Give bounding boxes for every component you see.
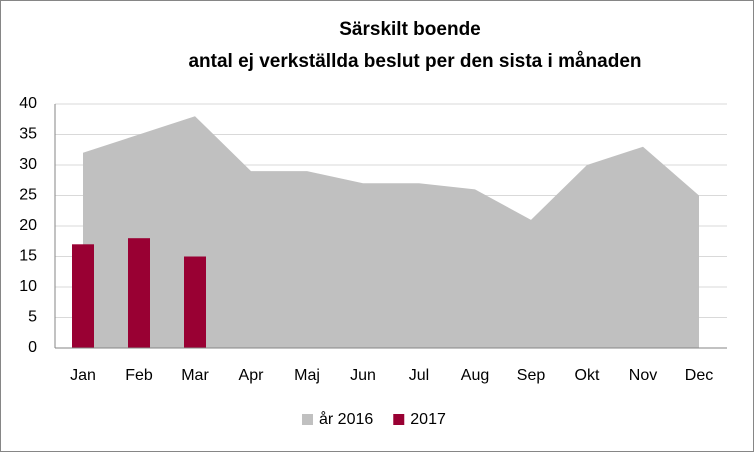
legend-swatch	[393, 414, 405, 425]
x-tick-label: Aug	[461, 367, 489, 384]
y-tick-label: 25	[19, 187, 37, 204]
y-tick-label: 35	[19, 126, 37, 143]
area	[83, 116, 699, 348]
y-tick-label: 30	[19, 156, 37, 173]
x-tick-label: Sep	[517, 367, 546, 384]
chart-title: Särskilt boende	[339, 19, 481, 40]
bar	[184, 256, 206, 348]
x-tick-label: Nov	[629, 367, 657, 384]
x-tick-label: Jul	[409, 367, 429, 384]
y-tick-label: 0	[28, 339, 37, 356]
y-tick-label: 15	[19, 248, 37, 265]
legend-label: år 2016	[319, 410, 373, 428]
bar	[128, 238, 150, 348]
y-tick-label: 5	[28, 309, 37, 326]
x-tick-label: Feb	[125, 367, 153, 384]
legend-label: 2017	[410, 411, 446, 428]
y-tick-label: 10	[19, 278, 37, 295]
chart-subtitle: antal ej verkställda beslut per den sist…	[188, 51, 641, 72]
x-tick-label: Apr	[239, 367, 265, 384]
bar	[72, 244, 94, 348]
x-tick-label: Dec	[685, 367, 713, 384]
x-tick-label: Okt	[575, 367, 600, 384]
x-tick-label: Jun	[350, 367, 376, 384]
x-tick-label: Jan	[70, 367, 96, 384]
legend-swatch	[302, 414, 313, 425]
y-tick-label: 40	[19, 95, 37, 112]
y-tick-label: 20	[19, 217, 37, 234]
x-tick-label: Maj	[294, 367, 320, 384]
x-tick-label: Mar	[181, 367, 209, 384]
